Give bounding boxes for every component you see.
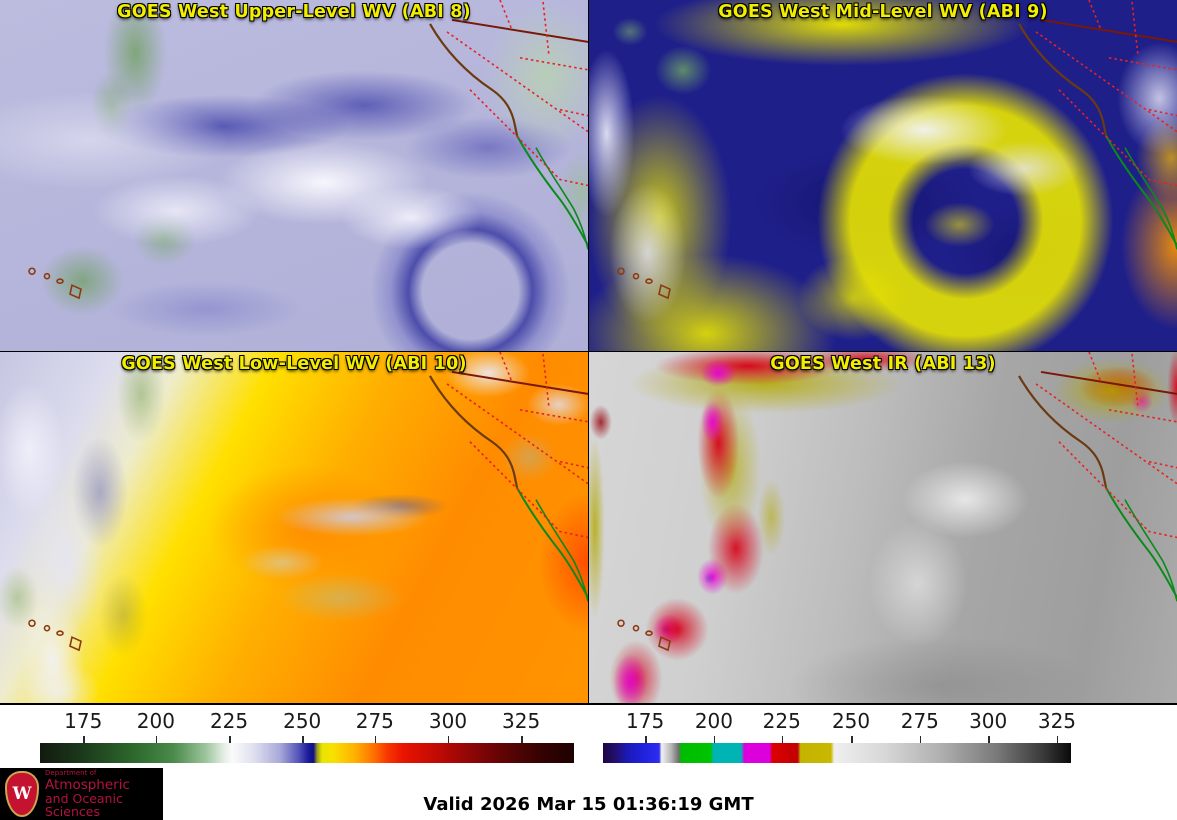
panel-upper-level-wv: GOES West Upper-Level WV (ABI 8)	[0, 0, 588, 351]
map-overlay	[27, 0, 588, 300]
panel-title-abi8: GOES West Upper-Level WV (ABI 8)	[117, 2, 471, 22]
ir-color-scale	[603, 743, 1071, 763]
tick-label: 300	[969, 709, 1008, 733]
map-overlay	[27, 352, 588, 652]
panel-low-level-wv: GOES West Low-Level WV (ABI 10)	[0, 352, 588, 703]
tick-label: 200	[136, 709, 175, 733]
logo-dept-line: Department of	[45, 768, 97, 777]
tick-label: 325	[502, 709, 541, 733]
satellite-imagery-abi9	[589, 0, 1177, 351]
tick-label: 175	[626, 709, 665, 733]
wv-colorbar-tickmarks	[40, 736, 574, 743]
tick-label: 225	[209, 709, 249, 733]
panel-mid-level-wv: GOES West Mid-Level WV (ABI 9)	[589, 0, 1177, 351]
tick-label: 300	[428, 709, 468, 733]
ir-colorbar: 175 200 225 250 275 300 325	[603, 705, 1076, 768]
valid-timestamp: Valid 2026 Mar 15 01:36:19 GMT	[423, 794, 754, 815]
satellite-imagery-abi13	[589, 352, 1177, 703]
tick-label: 325	[1037, 709, 1077, 733]
satellite-imagery-abi10	[0, 352, 588, 703]
colorbar-strip: 175 200 225 250 275 300 325 175 200 225 …	[0, 705, 1177, 768]
tick-label: 250	[831, 709, 871, 733]
tick-label: 275	[355, 709, 394, 733]
wv-colorbar: 175 200 225 250 275 300 325	[40, 705, 574, 768]
wv-colorbar-labels: 175 200 225 250 275 300 325	[40, 709, 574, 735]
logo-name-line1: Atmospheric	[45, 776, 130, 793]
panel-ir: GOES West IR (ABI 13)	[589, 352, 1177, 703]
tick-label: 275	[900, 709, 939, 733]
uw-aos-logo: W Department of Atmospheric and Oceanic …	[0, 768, 163, 820]
uw-crest-icon: W	[5, 771, 39, 817]
tick-label: 200	[694, 709, 733, 733]
logo-name-line2: and Oceanic Sciences	[45, 791, 123, 820]
panel-title-abi13: GOES West IR (ABI 13)	[770, 354, 996, 374]
tick-label: 225	[762, 709, 801, 733]
tick-label: 175	[64, 709, 103, 733]
satellite-imagery-abi8	[0, 0, 588, 351]
panel-title-abi10: GOES West Low-Level WV (ABI 10)	[121, 354, 467, 374]
wv-color-scale	[40, 743, 574, 763]
satellite-panel-grid: GOES West Upper-Level WV (ABI 8) GOES We…	[0, 0, 1177, 705]
map-overlay	[616, 0, 1177, 300]
tick-label: 250	[283, 709, 322, 733]
ir-colorbar-tickmarks	[603, 736, 1071, 743]
panel-title-abi9: GOES West Mid-Level WV (ABI 9)	[718, 2, 1048, 22]
ir-colorbar-labels: 175 200 225 250 275 300 325	[603, 709, 1076, 735]
footer: W Department of Atmospheric and Oceanic …	[0, 768, 1177, 820]
crest-letter: W	[12, 783, 32, 804]
map-overlay	[616, 352, 1177, 652]
logo-text: Department of Atmospheric and Oceanic Sc…	[45, 768, 163, 820]
